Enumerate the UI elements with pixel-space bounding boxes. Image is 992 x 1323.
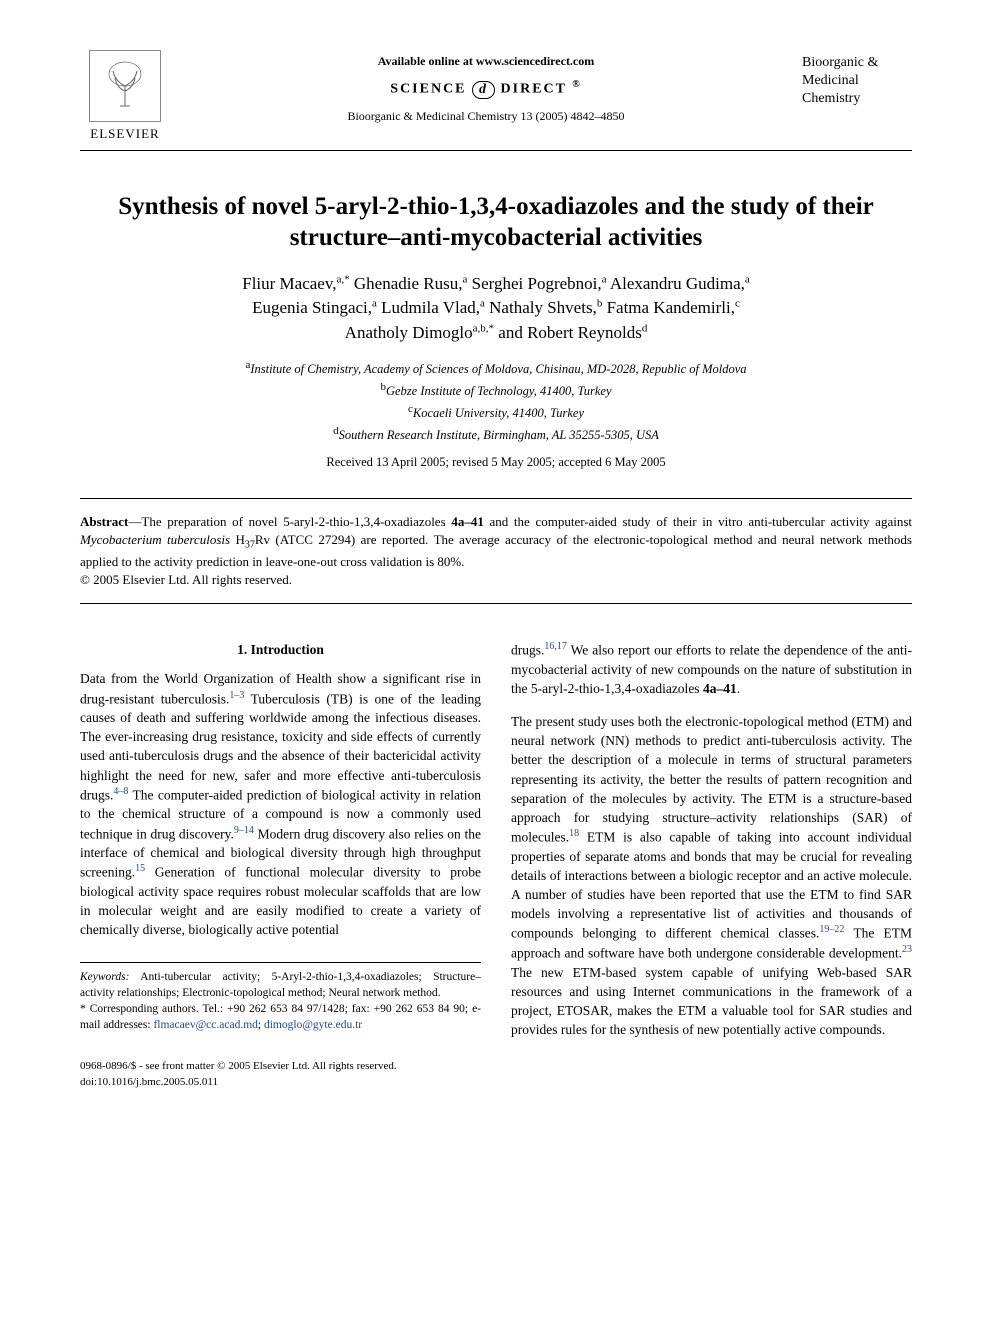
sd-at-icon: d [472, 81, 495, 99]
abstract-text: —The preparation of novel 5-aryl-2-thio-… [80, 514, 912, 569]
right-column: drugs.16,17 We also report our efforts t… [511, 640, 912, 1039]
authors-list: Fliur Macaev,a,* Ghenadie Rusu,a Serghei… [80, 272, 912, 346]
journal-name-line2: Medicinal [802, 72, 912, 90]
section-heading-intro: 1. Introduction [80, 640, 481, 659]
science-direct-logo: SCIENCE d DIRECT ® [170, 79, 802, 99]
affiliation-b: bGebze Institute of Technology, 41400, T… [80, 379, 912, 401]
sd-right: DIRECT [501, 82, 567, 97]
abstract-copyright: © 2005 Elsevier Ltd. All rights reserved… [80, 572, 292, 587]
keywords-label: Keywords: [80, 971, 129, 983]
body-columns: 1. Introduction Data from the World Orga… [80, 640, 912, 1039]
page-container: ELSEVIER Available online at www.science… [0, 0, 992, 1120]
footer-doi: doi:10.1016/j.bmc.2005.05.011 [80, 1075, 912, 1090]
journal-reference: Bioorganic & Medicinal Chemistry 13 (200… [170, 109, 802, 124]
publisher-name: ELSEVIER [90, 126, 159, 142]
article-dates: Received 13 April 2005; revised 5 May 20… [80, 455, 912, 470]
footer-copyright: 0968-0896/$ - see front matter © 2005 El… [80, 1059, 912, 1074]
available-online-text: Available online at www.sciencedirect.co… [170, 54, 802, 69]
article-title: Synthesis of novel 5-aryl-2-thio-1,3,4-o… [80, 191, 912, 254]
intro-left-para: Data from the World Organization of Heal… [80, 669, 481, 939]
sd-left: SCIENCE [390, 82, 466, 97]
abstract-label: Abstract [80, 514, 128, 529]
journal-name-line1: Bioorganic & [802, 54, 912, 72]
publisher-logo-block: ELSEVIER [80, 50, 170, 142]
affiliations-block: aInstitute of Chemistry, Academy of Scie… [80, 357, 912, 445]
header-center: Available online at www.sciencedirect.co… [170, 50, 802, 124]
affiliation-c: cKocaeli University, 41400, Turkey [80, 401, 912, 423]
left-column: 1. Introduction Data from the World Orga… [80, 640, 481, 1039]
journal-name-line3: Chemistry [802, 90, 912, 108]
para-gap [511, 698, 912, 712]
email-link-1[interactable]: flmacaev@cc.acad.md [153, 1019, 257, 1031]
keywords-text: Anti-tubercular activity; 5-Aryl-2-thio-… [80, 971, 481, 999]
corresponding-line: * Corresponding authors. Tel.: +90 262 6… [80, 1001, 481, 1033]
elsevier-tree-icon [89, 50, 161, 122]
abstract-block: Abstract—The preparation of novel 5-aryl… [80, 498, 912, 604]
corr-label: * Corresponding authors. [80, 1003, 199, 1015]
email-link-2[interactable]: dimoglo@gyte.edu.tr [264, 1019, 362, 1031]
footnotes-block: Keywords: Anti-tubercular activity; 5-Ar… [80, 962, 481, 1033]
intro-right-para-2: The present study uses both the electron… [511, 712, 912, 1039]
footer-block: 0968-0896/$ - see front matter © 2005 El… [80, 1059, 912, 1090]
intro-right-para-1: drugs.16,17 We also report our efforts t… [511, 640, 912, 698]
header-bar: ELSEVIER Available online at www.science… [80, 50, 912, 151]
affiliation-a: aInstitute of Chemistry, Academy of Scie… [80, 357, 912, 379]
affiliation-d: dSouthern Research Institute, Birmingham… [80, 423, 912, 445]
journal-name-block: Bioorganic & Medicinal Chemistry [802, 50, 912, 109]
keywords-line: Keywords: Anti-tubercular activity; 5-Ar… [80, 969, 481, 1001]
sd-registered-icon: ® [572, 79, 581, 90]
